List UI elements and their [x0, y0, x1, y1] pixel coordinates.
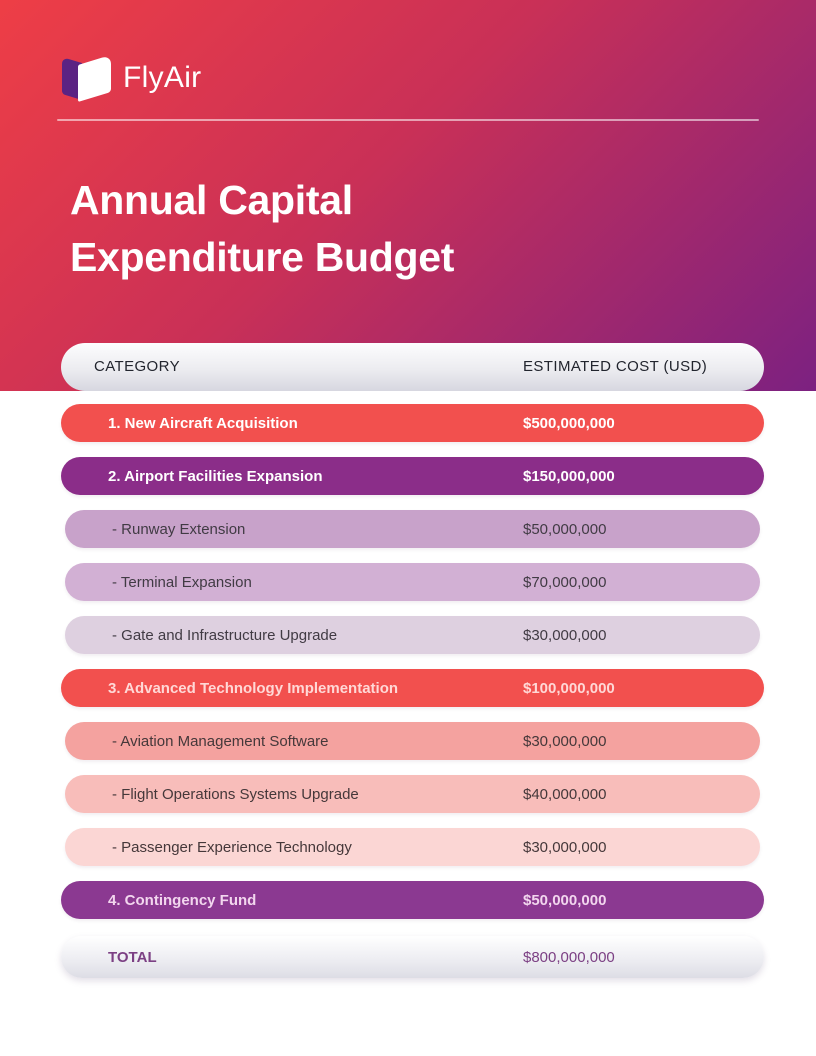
row-label: - Gate and Infrastructure Upgrade — [112, 626, 338, 644]
row-cost: $500,000,000 — [523, 414, 615, 432]
table-row: - Flight Operations Systems Upgrade $40,… — [65, 775, 760, 813]
page-title-line1: Annual Capital — [70, 177, 353, 223]
brand-name: FlyAir — [123, 61, 202, 94]
logo-right-wing-shape — [78, 54, 111, 102]
row-label: 3. Advanced Technology Implementation — [108, 679, 399, 697]
flyair-logo-icon — [57, 52, 117, 104]
table-row: 2. Airport Facilities Expansion $150,000… — [61, 457, 764, 495]
row-cost: $100,000,000 — [523, 679, 615, 697]
row-label: - Flight Operations Systems Upgrade — [112, 785, 359, 803]
row-label: - Aviation Management Software — [112, 732, 329, 750]
row-cost: $50,000,000 — [523, 520, 607, 538]
row-cost: $150,000,000 — [523, 467, 615, 485]
row-label: 1. New Aircraft Acquisition — [108, 414, 298, 432]
row-cost: $30,000,000 — [523, 838, 607, 856]
budget-table: 1. New Aircraft Acquisition $500,000,000… — [61, 404, 764, 978]
row-cost: $40,000,000 — [523, 785, 607, 803]
row-label: 4. Contingency Fund — [108, 891, 257, 909]
table-row: - Aviation Management Software $30,000,0… — [65, 722, 760, 760]
page-title-line2: Expenditure Budget — [70, 234, 455, 280]
table-total-row: TOTAL $800,000,000 — [61, 936, 764, 978]
table-row: - Passenger Experience Technology $30,00… — [65, 828, 760, 866]
row-cost: $30,000,000 — [523, 626, 607, 644]
brand-logo: FlyAir — [57, 52, 201, 104]
row-cost: $70,000,000 — [523, 573, 607, 591]
total-label: TOTAL — [108, 948, 157, 966]
row-label: 2. Airport Facilities Expansion — [108, 467, 323, 485]
table-row: - Terminal Expansion $70,000,000 — [65, 563, 760, 601]
table-row: 1. New Aircraft Acquisition $500,000,000 — [61, 404, 764, 442]
row-label: - Terminal Expansion — [112, 573, 252, 591]
row-cost: $30,000,000 — [523, 732, 607, 750]
total-cost: $800,000,000 — [523, 948, 615, 966]
row-cost: $50,000,000 — [523, 891, 607, 909]
header-divider-line — [57, 119, 759, 121]
table-row: 3. Advanced Technology Implementation $1… — [61, 669, 764, 707]
page-title: Annual Capital Expenditure Budget — [70, 172, 454, 286]
row-label: - Runway Extension — [112, 520, 246, 538]
column-header-cost: ESTIMATED COST (USD) — [523, 358, 708, 375]
column-header-category: CATEGORY — [94, 358, 180, 375]
row-label: - Passenger Experience Technology — [112, 838, 352, 856]
table-row: 4. Contingency Fund $50,000,000 — [61, 881, 764, 919]
table-row: - Gate and Infrastructure Upgrade $30,00… — [65, 616, 760, 654]
table-header-row: CATEGORY ESTIMATED COST (USD) — [61, 343, 764, 391]
hero-gradient-banner: FlyAir Annual Capital Expenditure Budget… — [0, 0, 816, 391]
table-row: - Runway Extension $50,000,000 — [65, 510, 760, 548]
